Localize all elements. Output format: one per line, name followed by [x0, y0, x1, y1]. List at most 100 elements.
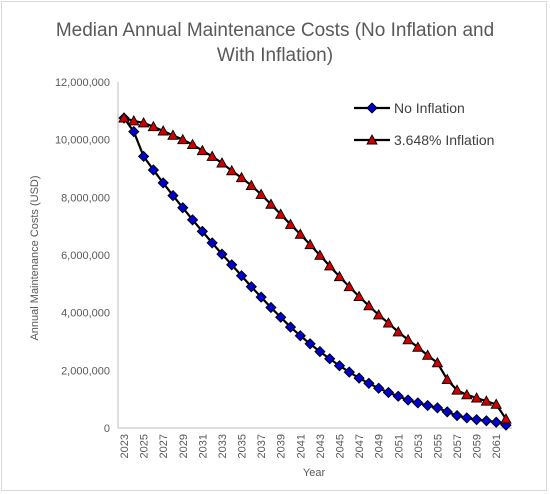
data-point: [373, 382, 385, 394]
data-point: [343, 280, 356, 292]
data-point: [343, 366, 355, 378]
data-point: [147, 120, 160, 132]
data-point: [284, 218, 297, 229]
data-point: [196, 225, 208, 237]
x-tick-label: 2061: [491, 434, 503, 458]
y-axis-title: Annual Maintenance Costs (USD): [29, 175, 41, 340]
y-tick-label: 0: [104, 423, 110, 435]
data-point: [333, 270, 346, 282]
data-point: [294, 228, 307, 239]
data-point: [206, 237, 218, 249]
data-point: [372, 309, 385, 320]
series-line: [123, 117, 507, 427]
x-tick-label: 2051: [393, 434, 405, 458]
data-point: [324, 353, 336, 365]
x-tick-label: 2025: [139, 434, 151, 458]
data-point: [245, 281, 257, 293]
data-point: [314, 345, 326, 358]
data-point: [314, 249, 326, 260]
data-point: [392, 326, 405, 337]
x-tick-label: 2057: [452, 434, 464, 458]
data-point: [480, 415, 493, 427]
x-tick-label: 2033: [217, 434, 229, 458]
data-point: [500, 413, 512, 424]
data-point: [490, 416, 502, 428]
data-point: [431, 402, 444, 414]
data-point: [323, 260, 336, 271]
data-point: [422, 399, 434, 412]
y-tick-label: 6,000,000: [61, 250, 110, 262]
data-point: [157, 125, 169, 136]
data-point: [196, 144, 209, 156]
data-point: [167, 129, 179, 140]
data-point: [421, 349, 434, 360]
data-point: [461, 412, 473, 424]
data-point: [461, 388, 473, 400]
data-point: [225, 164, 238, 176]
x-tick-label: 2059: [472, 434, 484, 458]
data-point: [128, 114, 140, 126]
data-point: [128, 125, 140, 138]
x-tick-label: 2023: [119, 434, 131, 458]
x-tick-label: 2043: [315, 434, 327, 458]
data-point: [265, 198, 277, 209]
data-point: [177, 133, 189, 145]
data-point: [245, 179, 258, 190]
data-point: [274, 208, 287, 219]
legend-marker: [366, 134, 378, 145]
data-point: [186, 138, 199, 150]
data-point: [216, 248, 228, 260]
series-layer: [118, 112, 512, 431]
data-point: [137, 150, 150, 163]
data-point: [167, 189, 179, 202]
x-tick-label: 2045: [334, 434, 346, 458]
data-point: [177, 202, 189, 214]
data-point: [470, 414, 483, 426]
data-point: [480, 395, 493, 406]
y-tick-label: 10,000,000: [55, 135, 110, 147]
data-point: [294, 330, 306, 342]
data-point: [402, 394, 414, 406]
data-point: [304, 238, 316, 250]
data-point: [255, 291, 267, 303]
chart-title-line-2: With Inflation): [217, 45, 333, 66]
data-point: [441, 406, 453, 418]
legend-label: No Inflation: [394, 100, 465, 116]
x-tick-label: 2049: [374, 434, 386, 458]
data-point: [353, 290, 365, 301]
chart-title-line-1: Median Annual Maintenance Costs (No Infl…: [56, 20, 494, 41]
data-point: [441, 373, 453, 385]
data-point: [412, 341, 424, 352]
data-point: [470, 392, 483, 403]
data-point: [363, 377, 375, 389]
data-point: [333, 360, 346, 372]
series-with-inflation: [118, 112, 512, 424]
x-axis-ticks: 2023 2025 2027 2029 2031 2033 2035 2037 2039 2041…: [119, 434, 503, 458]
y-tick-label: 12,000,000: [55, 77, 110, 89]
data-point: [235, 171, 248, 183]
legend-marker: [366, 102, 378, 114]
data-point: [265, 301, 277, 314]
data-point: [275, 311, 287, 323]
y-tick-label: 2,000,000: [61, 365, 110, 377]
x-axis-title: Year: [303, 467, 326, 479]
x-tick-label: 2029: [178, 434, 190, 458]
y-axis-ticks: 0 2,000,000 4,000,000 6,000,000 8,000,000 10,…: [55, 77, 110, 435]
y-tick-label: 4,000,000: [61, 308, 110, 320]
data-point: [363, 299, 375, 311]
data-point: [226, 259, 238, 271]
data-point: [451, 384, 463, 395]
x-tick-label: 2037: [256, 434, 268, 458]
data-point: [304, 338, 316, 350]
x-tick-label: 2041: [295, 434, 307, 458]
data-point: [186, 214, 199, 226]
data-point: [412, 397, 424, 409]
data-point: [382, 317, 395, 328]
data-point: [157, 177, 169, 189]
series-line: [123, 116, 507, 420]
data-point: [392, 390, 404, 402]
axes: [117, 82, 512, 429]
legend: No Inflation 3.648% Inflation: [354, 100, 494, 148]
